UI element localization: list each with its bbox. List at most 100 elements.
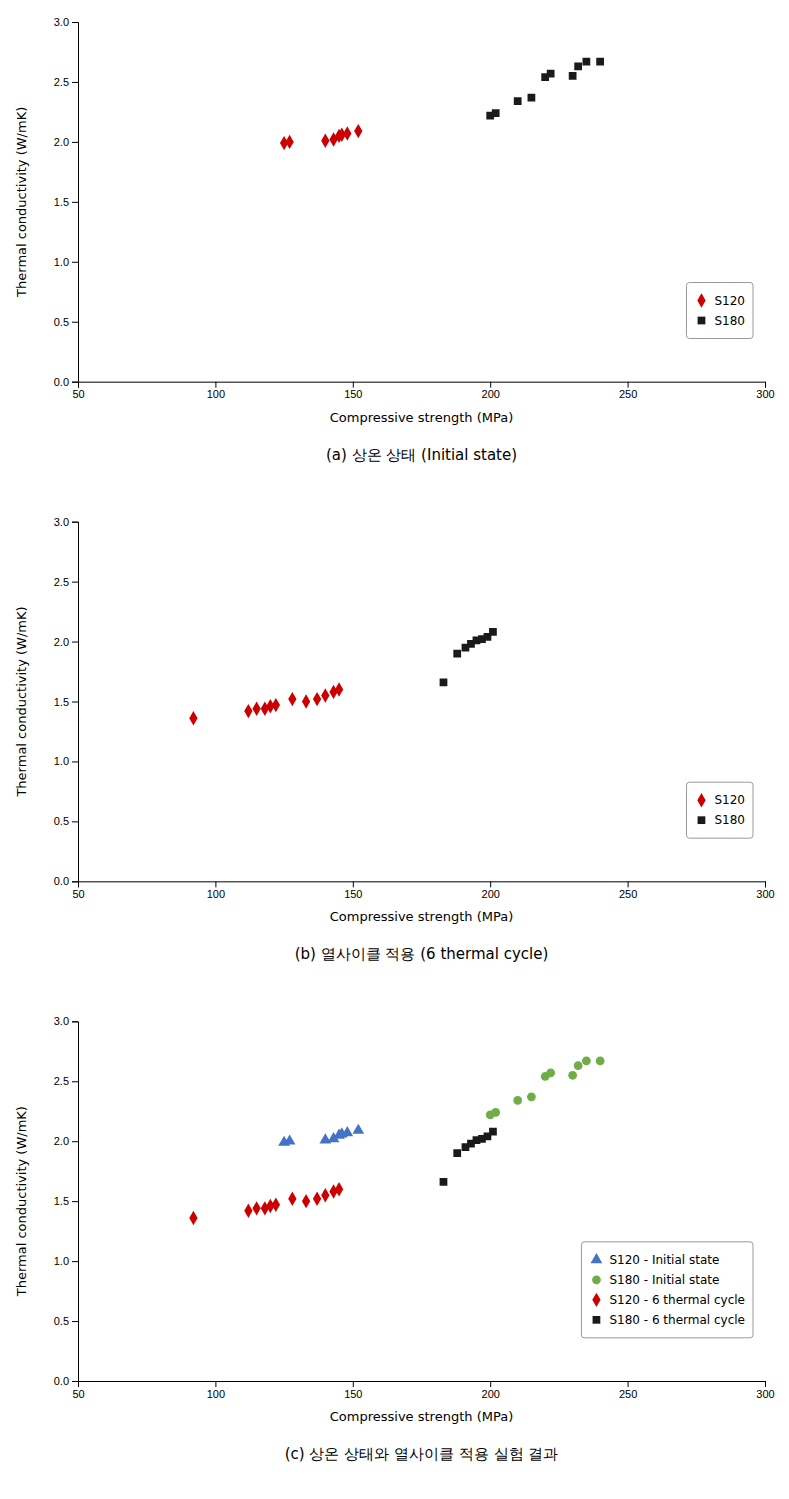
point (288, 1192, 296, 1206)
point (492, 109, 500, 117)
tick: 150 (344, 1381, 362, 1400)
tick-mark (628, 1381, 629, 1387)
tick-mark (72, 1081, 78, 1082)
y-axis-title: Thermal conductivity (W/mK) (14, 1106, 29, 1297)
x-axis: 50100150200250300 (72, 881, 774, 900)
tick-label: 300 (756, 888, 774, 900)
point (489, 628, 497, 636)
tick: 200 (482, 1381, 500, 1400)
axis-line (72, 23, 79, 383)
point (547, 70, 555, 78)
legend: S120S180 (686, 782, 753, 838)
axis-line (72, 522, 79, 882)
tick-mark (215, 881, 216, 887)
tick-mark (72, 881, 78, 882)
tick-label: 100 (207, 1388, 225, 1400)
point (288, 692, 296, 706)
series (440, 1128, 497, 1186)
tick-mark (353, 1381, 354, 1387)
legend-swatch (697, 793, 705, 807)
tick-label: 300 (756, 388, 774, 400)
series (278, 1124, 364, 1146)
tick-label: 0.5 (54, 815, 69, 827)
point (341, 1126, 353, 1136)
point (453, 650, 461, 658)
tick-mark (353, 382, 354, 388)
tick: 50 (72, 1381, 84, 1400)
point (321, 688, 329, 702)
tick: 1.0 (54, 755, 78, 767)
tick: 250 (619, 382, 637, 401)
point (489, 1128, 497, 1136)
tick: 1.0 (54, 256, 78, 268)
legend-label: S120 (714, 793, 745, 807)
tick: 50 (72, 382, 84, 401)
tick-mark (72, 322, 78, 323)
tick: 2.5 (54, 576, 78, 588)
tick-mark (765, 881, 766, 887)
tick-label: 3.0 (54, 16, 69, 28)
legend-label: S180 (714, 314, 745, 328)
tick-label: 1.0 (54, 256, 69, 268)
point (513, 1096, 522, 1105)
axis-line (79, 382, 766, 388)
tick-mark (72, 1261, 78, 1262)
legend: S120 S180 (686, 283, 753, 339)
legend-item: S180 - Initial state (592, 1273, 719, 1287)
legend-item: S120 (697, 293, 745, 307)
tick-label: 150 (344, 888, 362, 900)
tick-mark (490, 1381, 491, 1387)
title: (b) 열사이클 적용 (6 thermal cycle) (295, 945, 549, 963)
tick: 1.0 (54, 1255, 78, 1267)
legend-swatch (591, 1253, 603, 1263)
tick-mark (72, 202, 78, 203)
tick-mark (628, 881, 629, 887)
point (596, 1057, 605, 1066)
legend-item: S180 (698, 314, 745, 328)
point (302, 694, 310, 708)
tick-label: 1.5 (54, 1195, 69, 1207)
legend-label: S120 - Initial state (609, 1253, 719, 1267)
legend-swatch (593, 1316, 601, 1324)
axis-line (72, 1022, 79, 1382)
tick: 1.5 (54, 1195, 78, 1207)
point (343, 126, 351, 140)
tick: 0.0 (54, 376, 78, 388)
x-axis-title: Compressive strength (MPa) (330, 410, 513, 425)
tick-mark (72, 262, 78, 263)
tick-label: 200 (482, 1388, 500, 1400)
tick-mark (72, 82, 78, 83)
legend-swatch (697, 293, 705, 307)
tick: 2.0 (54, 136, 78, 148)
point (321, 133, 329, 147)
point (568, 1071, 577, 1080)
tick-mark (72, 1141, 78, 1142)
point (244, 1204, 252, 1218)
tick-label: 200 (482, 888, 500, 900)
point (321, 1188, 329, 1202)
tick: 1.5 (54, 196, 78, 208)
point (189, 711, 197, 725)
tick-label: 150 (344, 388, 362, 400)
tick-mark (765, 382, 766, 388)
legend-label: S120 - 6 thermal cycle (609, 1293, 745, 1307)
tick-mark (72, 761, 78, 762)
tick-mark (215, 382, 216, 388)
x-axis-title: Compressive strength (MPa) (330, 1409, 513, 1424)
tick: 200 (482, 881, 500, 900)
tick: 0.5 (54, 1315, 78, 1327)
tick: 250 (619, 1381, 637, 1400)
legend-swatch (592, 1275, 601, 1284)
tick: 3.0 (54, 16, 78, 28)
tick: 300 (756, 382, 774, 401)
tick-label: 0.0 (54, 875, 69, 887)
point (528, 94, 536, 102)
tick-label: 250 (619, 388, 637, 400)
tick: 1.5 (54, 696, 78, 708)
point (574, 62, 582, 70)
legend-frame (686, 782, 753, 838)
point (284, 1134, 296, 1144)
series (189, 682, 343, 725)
tick-label: 1.0 (54, 755, 69, 767)
tick-label: 50 (72, 1388, 84, 1400)
